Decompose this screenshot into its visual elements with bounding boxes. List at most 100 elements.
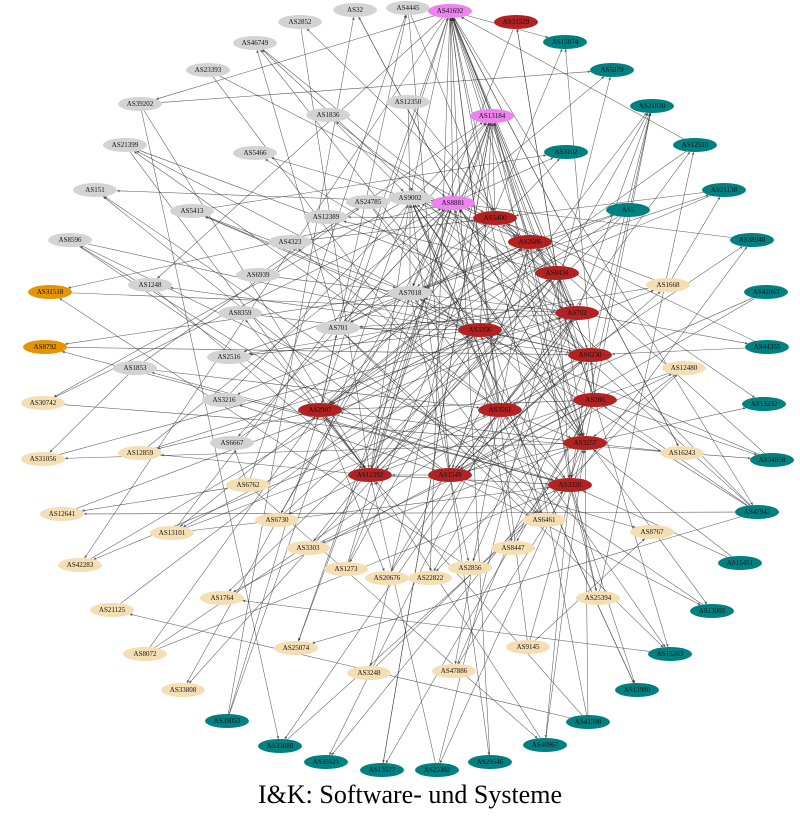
edge <box>512 297 754 405</box>
edge <box>262 49 446 197</box>
node-label: AS47943 <box>744 508 771 516</box>
node: AS15874 <box>543 35 587 49</box>
edge <box>227 16 355 715</box>
edge <box>570 361 590 479</box>
edge <box>346 224 487 322</box>
node: AS1853 <box>113 361 157 375</box>
edge <box>414 204 708 605</box>
edge <box>449 17 490 756</box>
edge <box>504 224 755 398</box>
node: AS24785 <box>346 195 390 209</box>
node-label: AS21399 <box>112 141 139 149</box>
node-shape <box>432 664 476 678</box>
node: AS6939 <box>236 268 280 282</box>
node: AS16243 <box>660 446 704 460</box>
edge <box>382 122 492 764</box>
node: AS40967 <box>523 738 567 752</box>
node-label: AS42283 <box>67 561 94 569</box>
node-shape <box>118 97 162 111</box>
node: AS25394 <box>576 591 620 605</box>
edge <box>611 347 746 356</box>
node: AS2856 <box>448 561 492 575</box>
node-label: AS22822 <box>417 574 444 582</box>
edge <box>461 480 701 606</box>
node: AS9145 <box>506 640 550 654</box>
node: AS21125 <box>90 603 134 617</box>
edge <box>59 316 561 455</box>
node-label: AS12392 <box>357 471 384 479</box>
node: AS3257 <box>563 436 607 450</box>
node-shape <box>744 285 788 299</box>
node-shape <box>702 183 746 197</box>
node-shape <box>202 393 246 407</box>
node-shape <box>333 3 377 17</box>
node: AS21830 <box>630 99 674 113</box>
node: AS41598 <box>566 715 610 729</box>
edge <box>572 491 636 684</box>
node-label: AS6762 <box>237 481 260 489</box>
edge <box>453 209 513 542</box>
edge <box>320 373 672 543</box>
node-label: AS3320 <box>559 481 582 489</box>
node-label: AS47886 <box>441 667 468 675</box>
diagram-title: I&K: Software- und Systeme <box>258 780 562 809</box>
node: AS33680 <box>258 739 302 753</box>
node-label: AS3248 <box>358 669 381 677</box>
edge <box>287 491 563 740</box>
nodes: AS32 AS4445 AS2852 AS46749 AS23393 AS39202 AS1… <box>21 1 794 777</box>
node: AS34858 <box>750 453 794 467</box>
node: AS8447 <box>491 541 535 555</box>
node: AS13101 <box>150 526 194 540</box>
node-shape <box>324 562 368 576</box>
node-shape <box>535 266 579 280</box>
edge <box>326 158 560 404</box>
edge <box>347 215 474 219</box>
node-shape <box>233 146 277 160</box>
node: AS12480 <box>662 361 706 375</box>
node-label: AS2856 <box>459 564 482 572</box>
edge <box>490 335 585 395</box>
node: AS3303 <box>286 541 330 555</box>
edge <box>300 28 370 469</box>
edge <box>149 416 316 648</box>
edge <box>391 416 496 572</box>
node-label: AS1273 <box>335 565 358 573</box>
edge <box>255 491 538 739</box>
node-shape <box>606 203 650 217</box>
edge <box>347 209 452 563</box>
node-shape <box>205 714 249 728</box>
edge <box>155 15 435 100</box>
edge <box>591 112 651 349</box>
node-label: AS9145 <box>517 643 540 651</box>
node-label: AS8447 <box>502 544 525 552</box>
edge <box>306 28 551 267</box>
node-shape <box>576 591 620 605</box>
node-label: AS3356 <box>469 326 492 334</box>
edge <box>321 17 448 404</box>
node-label: AS4323 <box>279 238 302 246</box>
node-label: AS5413 <box>181 207 204 215</box>
edge <box>233 405 584 593</box>
node-label: AS6730 <box>266 516 289 524</box>
edge <box>237 195 711 395</box>
node-shape <box>278 15 322 29</box>
edge <box>313 336 475 542</box>
edge <box>411 299 470 562</box>
node: AS25302 <box>415 763 459 777</box>
node-shape <box>170 204 214 218</box>
node-label: AS4445 <box>397 4 420 12</box>
node: AS702 <box>555 306 599 320</box>
edge <box>485 112 647 324</box>
edge <box>452 17 593 394</box>
edge <box>71 292 556 314</box>
node: AS8767 <box>630 525 674 539</box>
edge <box>157 413 303 450</box>
node-shape <box>90 603 134 617</box>
node-shape <box>523 738 567 752</box>
node: AS39202 <box>118 97 162 111</box>
edge <box>374 481 541 739</box>
edge <box>545 214 613 238</box>
node: AS3320 <box>548 478 592 492</box>
node: AS6730 <box>255 513 299 527</box>
node-label: AS1549 <box>439 471 462 479</box>
